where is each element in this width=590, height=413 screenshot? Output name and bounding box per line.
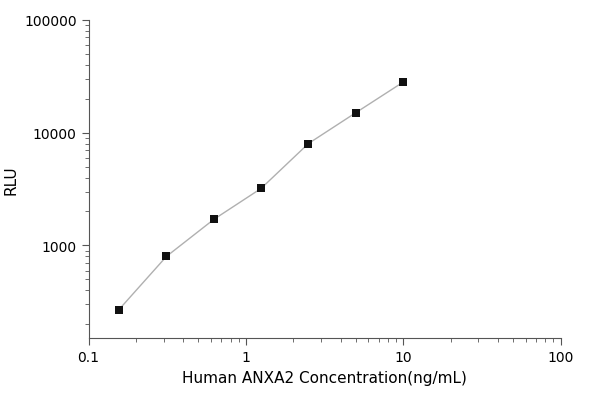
Y-axis label: RLU: RLU — [4, 165, 18, 195]
X-axis label: Human ANXA2 Concentration(ng/mL): Human ANXA2 Concentration(ng/mL) — [182, 370, 467, 385]
